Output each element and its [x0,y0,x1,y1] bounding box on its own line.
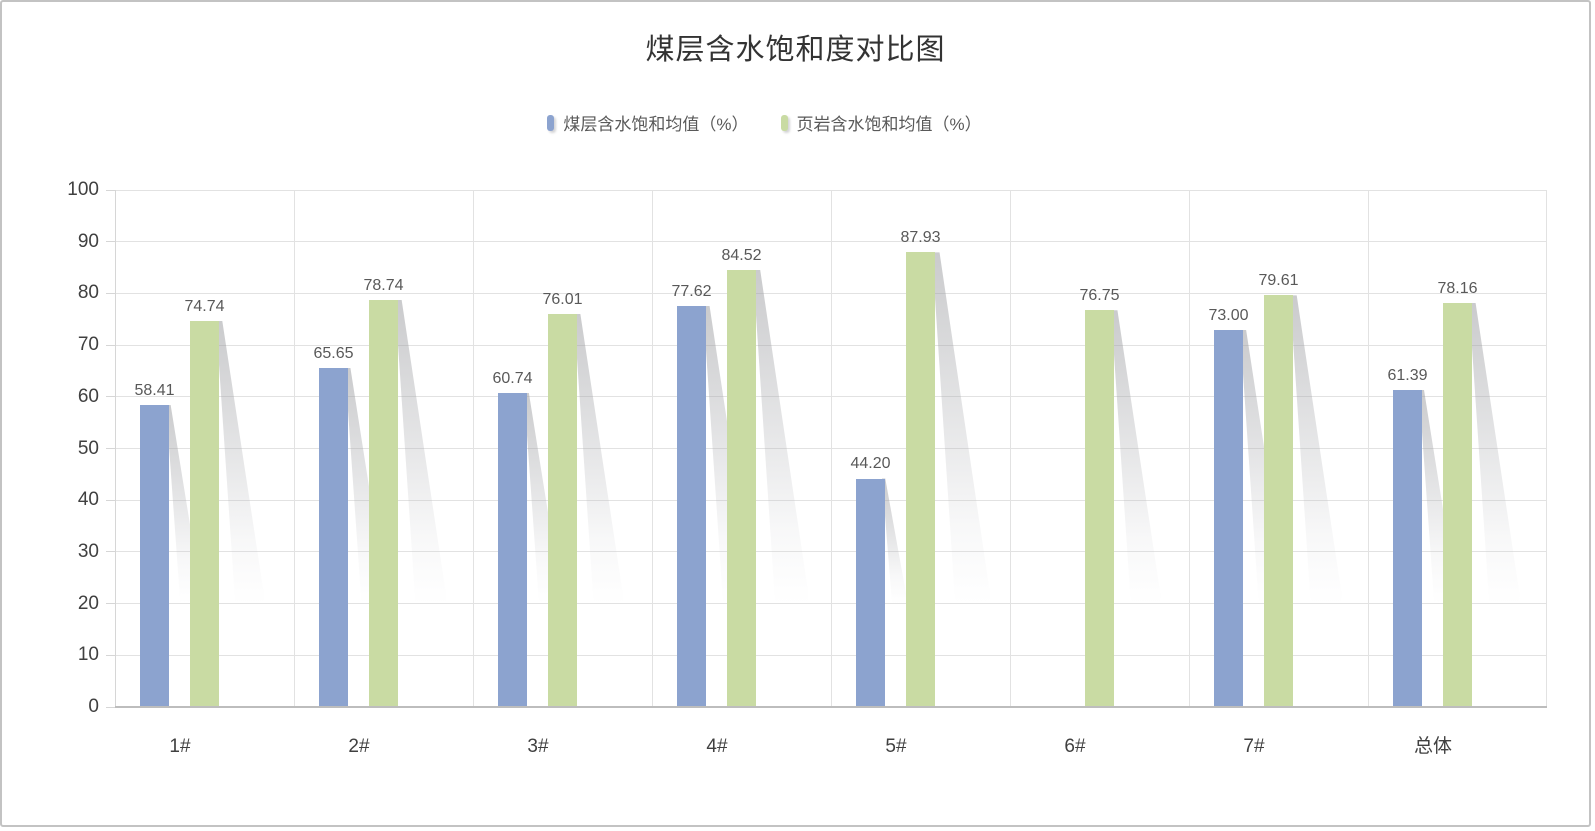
y-tick-mark [106,551,115,553]
bar-shale [906,252,935,707]
bar-coal [319,367,348,707]
chart-title: 煤层含水饱和度对比图 [645,34,946,66]
bar-shadow [574,314,623,604]
bar-shale [727,270,756,707]
bar-coal [677,305,706,707]
bar-value-label: 76.01 [542,291,583,309]
y-tick-mark [106,499,115,501]
bar-coal [498,392,527,707]
bar-value-label: 79.61 [1258,272,1299,290]
x-gridline [294,190,295,707]
x-category-label: 1# [169,736,191,757]
bar-value-label: 65.65 [313,344,354,362]
bar-value-label: 87.93 [900,229,941,247]
legend-label-shale: 页岩含水饱和均值（%） [796,115,982,134]
x-category-label: 6# [1064,736,1086,757]
bar-shadow [1290,295,1342,604]
x-gridline [1010,190,1011,707]
bar-value-label: 44.20 [850,455,891,473]
bar-shale [1443,302,1472,707]
y-tick-label: 20 [77,592,99,614]
legend-item-shale: 页岩含水饱和均值（%） [780,110,982,135]
bar-coal [140,405,169,707]
bar-shale [190,320,219,707]
y-tick-label: 50 [77,437,99,459]
x-category-label: 4# [706,736,728,757]
bar-value-label: 76.75 [1079,287,1120,305]
y-tick-mark [106,396,115,398]
x-axis-line [115,706,1547,708]
y-tick-mark [106,344,115,346]
bar-coal [1214,329,1243,707]
y-tick-mark [106,706,115,708]
x-gridline [473,190,474,707]
bar-value-label: 60.74 [492,369,533,387]
bar-shale [1264,295,1293,707]
legend: 煤层含水饱和均值（%） 页岩含水饱和均值（%） [2,110,1558,135]
legend-marker-shale-icon [780,114,788,131]
legend-marker-coal-icon [547,114,555,131]
bar-value-label: 84.52 [721,247,762,265]
y-tick-label: 100 [67,179,99,200]
y-tick-label: 40 [77,489,99,511]
bar-value-label: 78.74 [363,276,404,294]
x-category-label: 7# [1243,736,1265,757]
x-category-label: 3# [527,736,549,757]
bar-value-label: 78.16 [1437,279,1478,297]
bar-value-label: 77.62 [671,282,712,300]
bar-shale [548,314,577,707]
y-tick-label: 70 [77,334,99,356]
x-gridline [1546,190,1547,707]
legend-label-coal: 煤层含水饱和均值（%） [563,115,749,134]
x-category-label: 总体 [1413,736,1452,757]
bar-value-label: 74.74 [184,297,225,315]
y-tick-label: 10 [77,644,99,666]
bar-shadow [1111,310,1161,604]
y-tick-mark [106,189,115,191]
bar-value-label: 73.00 [1208,306,1249,324]
bar-shale [369,299,398,707]
legend-item-coal: 煤层含水饱和均值（%） [547,110,749,135]
y-tick-mark [106,292,115,294]
bar-shadow [216,320,265,604]
y-tick-label: 0 [88,696,99,717]
x-gridline [652,190,653,707]
y-axis-line [115,190,116,707]
y-tick-label: 80 [77,282,99,304]
bar-value-label: 61.39 [1387,366,1428,384]
bar-shale [1085,310,1114,707]
x-gridline [1189,190,1190,707]
x-category-label: 5# [885,736,907,757]
bar-shadow [882,478,908,604]
y-tick-label: 60 [77,385,99,407]
y-tick-mark [106,448,115,449]
bar-value-label: 58.41 [134,382,175,400]
x-gridline [1368,190,1369,707]
y-tick-mark [106,241,115,243]
bar-coal [1393,389,1422,707]
y-tick-mark [106,654,115,656]
bar-shadow [753,270,809,604]
x-gridline [831,190,832,707]
y-tick-label: 30 [77,540,99,562]
x-category-label: 2# [348,736,370,757]
y-tick-label: 90 [77,230,99,252]
y-tick-mark [106,603,115,605]
plot-area: 0 10 20 30 40 50 60 70 80 90 100 58.41 65.65 60.74 77.… [67,179,1547,757]
bar-coal [856,478,885,707]
bar-shadow [1469,302,1520,604]
